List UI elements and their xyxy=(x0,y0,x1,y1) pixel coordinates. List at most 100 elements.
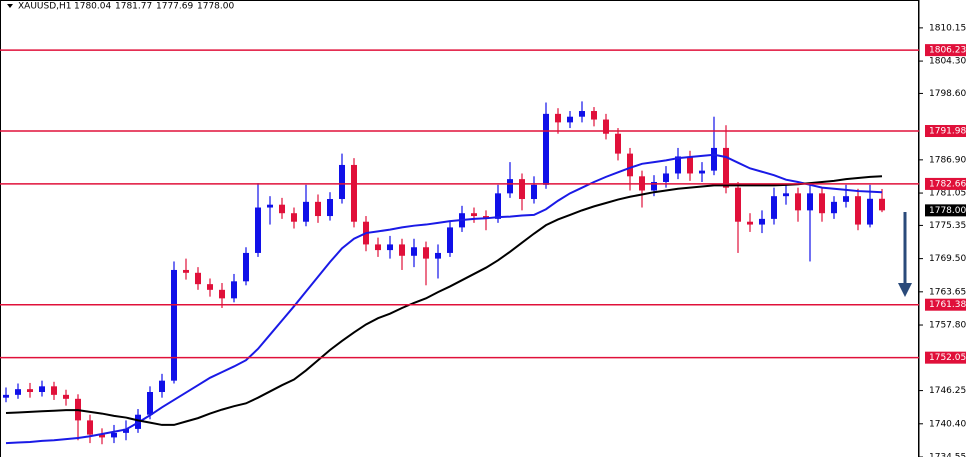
level-label: 1782.66 xyxy=(929,179,966,189)
candle-body xyxy=(735,187,741,222)
level-label-box xyxy=(925,125,966,138)
ohlc-close: 1778.00 xyxy=(197,2,234,12)
candle-body xyxy=(651,181,657,191)
candle-body xyxy=(699,170,705,174)
candle-body xyxy=(843,196,849,202)
candle-body xyxy=(63,394,69,399)
candle-body xyxy=(3,394,9,398)
candle-body xyxy=(87,420,93,435)
candle-body xyxy=(471,213,477,217)
candle-body xyxy=(15,389,21,395)
candle-body xyxy=(339,164,345,200)
candle-body xyxy=(531,184,537,200)
candle-body xyxy=(351,164,357,222)
last-price-box xyxy=(925,204,966,217)
y-tick-label: 1804.30 xyxy=(929,57,966,67)
candle-body xyxy=(867,198,873,225)
candle-body xyxy=(879,198,885,211)
level-label-box xyxy=(925,177,966,190)
candle-body xyxy=(327,199,333,217)
candle-body xyxy=(495,193,501,219)
candle-body xyxy=(807,193,813,211)
candle-body xyxy=(399,244,405,256)
candle-body xyxy=(255,207,261,253)
candle-body xyxy=(783,193,789,197)
level-label-box xyxy=(925,44,966,57)
candle-body xyxy=(219,289,225,299)
candle-body xyxy=(423,247,429,259)
candle-body xyxy=(591,111,597,120)
candle-body xyxy=(555,113,561,123)
candle-body xyxy=(231,281,237,299)
y-tick-label: 1769.50 xyxy=(929,254,966,264)
candle-body xyxy=(543,113,549,185)
candle-body xyxy=(819,193,825,214)
candle-body xyxy=(759,218,765,225)
candle-body xyxy=(627,153,633,177)
candle-body xyxy=(507,179,513,194)
y-tick-label: 1746.25 xyxy=(929,386,966,396)
level-label: 1752.05 xyxy=(929,353,966,363)
candle-body xyxy=(579,111,585,117)
candle-body xyxy=(315,201,321,217)
y-tick-label: 1781.05 xyxy=(929,189,966,199)
y-tick-label: 1798.60 xyxy=(929,89,966,99)
candle-body xyxy=(711,147,717,171)
candle-body xyxy=(267,204,273,208)
ohlc-high: 1781.77 xyxy=(115,2,152,12)
candle-body xyxy=(291,213,297,222)
candle-body xyxy=(723,147,729,188)
moving-average xyxy=(5,175,883,426)
candle-body xyxy=(615,133,621,154)
candle-body xyxy=(771,196,777,219)
moving-average xyxy=(5,153,883,445)
candle-body xyxy=(435,252,441,259)
candle-body xyxy=(123,428,129,433)
level-label-box xyxy=(925,351,966,364)
candle-body xyxy=(795,193,801,211)
candle-body xyxy=(411,247,417,256)
candle-body xyxy=(747,221,753,225)
candle-body xyxy=(99,434,105,438)
candle-body xyxy=(387,244,393,251)
level-label: 1791.98 xyxy=(929,127,966,137)
candle-body xyxy=(675,156,681,174)
candle-body xyxy=(519,179,525,200)
candle-body xyxy=(603,119,609,134)
symbol: XAUUSD,H1 xyxy=(18,2,72,12)
candle-body xyxy=(51,386,57,395)
level-label-box xyxy=(925,298,966,311)
candle-body xyxy=(111,432,117,438)
candle-body xyxy=(279,204,285,214)
y-tick-label: 1740.40 xyxy=(929,419,966,429)
plot-frame xyxy=(0,0,919,457)
candle-body xyxy=(195,272,201,285)
candle-body xyxy=(147,392,153,415)
y-tick-label: 1786.90 xyxy=(929,155,966,165)
down-arrow xyxy=(898,212,912,297)
candle-body xyxy=(171,269,177,381)
candle-body xyxy=(159,380,165,393)
candle-body xyxy=(27,389,33,393)
candle-body xyxy=(375,244,381,251)
candle-body xyxy=(447,227,453,253)
candle-body xyxy=(855,196,861,225)
candle-body xyxy=(567,116,573,123)
last-price-label: 1778.00 xyxy=(929,206,966,216)
menu-arrow xyxy=(7,4,13,8)
candle-body xyxy=(183,269,189,273)
candle-body xyxy=(39,386,45,393)
y-tick-label: 1734.55 xyxy=(929,453,966,457)
candle-body xyxy=(687,156,693,174)
candle-body xyxy=(243,252,249,282)
y-tick-label: 1763.65 xyxy=(929,287,966,297)
level-label: 1761.38 xyxy=(929,300,966,310)
candle-body xyxy=(831,201,837,214)
candle-body xyxy=(663,173,669,182)
level-label: 1806.23 xyxy=(929,46,966,56)
y-tick-label: 1775.35 xyxy=(929,221,966,231)
ohlc-open: 1780.04 xyxy=(74,2,111,12)
y-tick-label: 1757.80 xyxy=(929,321,966,331)
candle-body xyxy=(207,284,213,290)
